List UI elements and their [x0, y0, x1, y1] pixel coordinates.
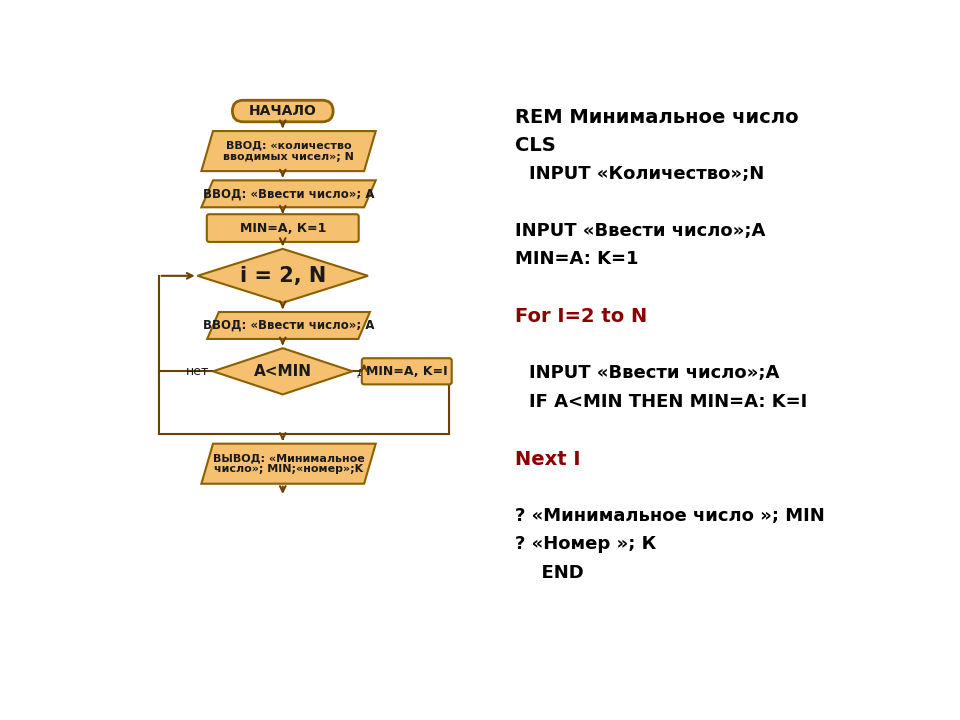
- FancyBboxPatch shape: [362, 359, 452, 384]
- Text: ? «Минимальное число »; MIN: ? «Минимальное число »; MIN: [516, 507, 825, 525]
- Polygon shape: [198, 249, 368, 303]
- Text: нет: нет: [185, 365, 209, 378]
- Text: MIN=A: K=1: MIN=A: K=1: [516, 251, 638, 269]
- Text: ? «Номер »; К: ? «Номер »; К: [516, 535, 657, 553]
- Text: А<MIN: А<MIN: [253, 364, 312, 379]
- Text: END: END: [529, 564, 584, 582]
- Text: MIN=A, K=I: MIN=A, K=I: [366, 365, 447, 378]
- FancyBboxPatch shape: [232, 100, 333, 122]
- Text: CLS: CLS: [516, 137, 556, 156]
- Text: НАЧАЛО: НАЧАЛО: [249, 104, 317, 118]
- Polygon shape: [202, 131, 375, 171]
- Text: MIN=A, К=1: MIN=A, К=1: [240, 222, 326, 235]
- Text: REM Минимальное число: REM Минимальное число: [516, 108, 799, 127]
- Text: ВВОД: «Ввести число»; А: ВВОД: «Ввести число»; А: [203, 187, 374, 200]
- Text: For I=2 to N: For I=2 to N: [516, 307, 647, 326]
- FancyBboxPatch shape: [206, 215, 359, 242]
- Text: да: да: [356, 365, 372, 378]
- Polygon shape: [213, 348, 352, 395]
- Text: IF A<MIN THEN MIN=A: K=I: IF A<MIN THEN MIN=A: K=I: [529, 393, 807, 411]
- Text: i = 2, N: i = 2, N: [240, 266, 325, 286]
- Text: INPUT «Количество»;N: INPUT «Количество»;N: [529, 165, 764, 183]
- Polygon shape: [207, 312, 370, 339]
- Text: INPUT «Ввести число»;A: INPUT «Ввести число»;A: [516, 222, 766, 240]
- Text: Next I: Next I: [516, 450, 581, 469]
- Polygon shape: [202, 180, 375, 207]
- Text: ВЫВОД: «Минимальное
число»; MIN;«номер»;K: ВЫВОД: «Минимальное число»; MIN;«номер»;…: [213, 453, 365, 474]
- Text: ВВОД: «Ввести число»; А: ВВОД: «Ввести число»; А: [203, 319, 374, 332]
- Text: ВВОД: «количество
вводимых чисел»; N: ВВОД: «количество вводимых чисел»; N: [223, 140, 354, 162]
- Polygon shape: [202, 444, 375, 484]
- Text: INPUT «Ввести число»;A: INPUT «Ввести число»;A: [529, 364, 780, 382]
